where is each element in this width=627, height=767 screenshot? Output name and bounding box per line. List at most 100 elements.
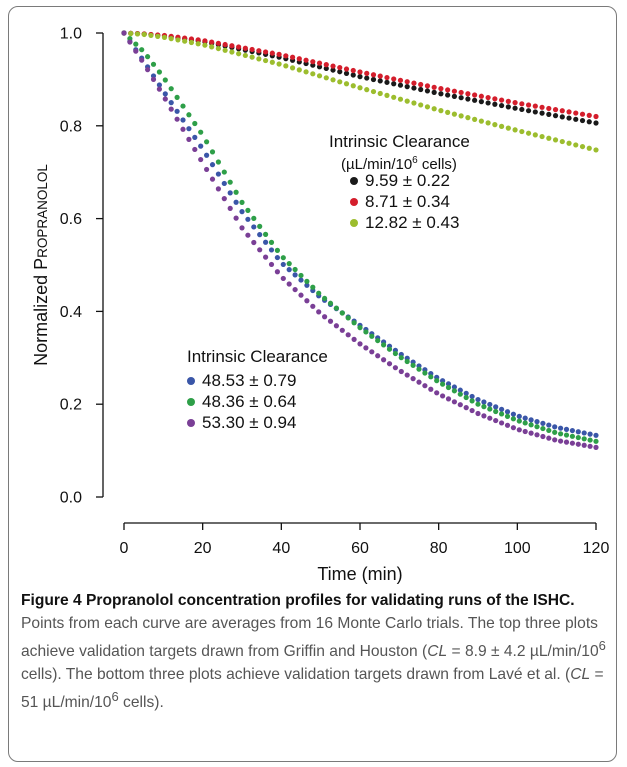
data-point <box>134 31 141 37</box>
data-point <box>451 88 457 94</box>
data-point <box>357 69 363 75</box>
data-point <box>263 254 269 260</box>
data-point <box>316 290 322 296</box>
y-tick-label: 1.0 <box>60 26 82 43</box>
data-point <box>539 133 545 140</box>
data-point <box>434 378 440 384</box>
data-point <box>180 117 186 123</box>
data-point <box>141 31 147 38</box>
legend-1-marker <box>350 198 358 206</box>
data-point <box>558 431 564 437</box>
data-point <box>337 64 343 71</box>
data-point <box>386 361 393 367</box>
data-point <box>504 413 511 419</box>
data-point <box>242 52 248 59</box>
data-point <box>192 146 198 153</box>
data-point <box>411 85 417 91</box>
data-point <box>215 171 221 177</box>
data-point <box>292 272 298 278</box>
data-point <box>323 62 329 68</box>
data-point <box>505 104 511 110</box>
data-point <box>586 112 592 118</box>
data-point <box>416 366 422 372</box>
data-point <box>327 318 334 324</box>
data-point <box>345 315 351 321</box>
data-point <box>333 323 339 329</box>
data-point <box>357 325 363 331</box>
data-point <box>233 199 239 205</box>
x-axis-title: Time (min) <box>317 564 402 584</box>
data-point <box>286 261 292 267</box>
data-point <box>198 129 204 135</box>
data-point <box>343 70 350 76</box>
data-point <box>558 438 564 444</box>
data-point <box>559 114 565 120</box>
x-tick-label: 120 <box>583 540 610 557</box>
data-point <box>510 425 516 431</box>
data-point <box>121 30 127 36</box>
data-point <box>174 94 180 100</box>
data-point <box>519 128 525 135</box>
data-point <box>481 413 487 419</box>
data-point <box>343 81 350 87</box>
data-point <box>499 420 505 426</box>
data-point <box>504 409 511 415</box>
data-point <box>499 123 505 129</box>
data-point <box>586 145 592 151</box>
data-point <box>573 110 579 116</box>
data-point <box>221 196 227 202</box>
data-point <box>465 96 471 102</box>
data-point <box>204 152 210 158</box>
data-point <box>155 33 161 39</box>
data-point <box>215 40 221 46</box>
data-point <box>245 232 251 238</box>
data-point <box>485 94 491 101</box>
y-axis-title: Normalized PROPRANOLOL <box>31 164 51 366</box>
caption-value-2: = 51 µL/min/10 <box>21 665 604 712</box>
data-point <box>404 372 410 378</box>
data-point <box>296 56 302 62</box>
data-point <box>546 111 552 117</box>
data-point <box>310 284 316 290</box>
y-tick-label: 0.2 <box>60 397 82 414</box>
caption-text-1: Points from each curve are averages from… <box>21 614 598 661</box>
data-point <box>276 61 282 67</box>
data-point <box>563 439 570 445</box>
data-point <box>245 216 251 222</box>
data-point <box>296 67 302 73</box>
data-point <box>525 108 532 114</box>
data-point <box>499 97 505 103</box>
data-point <box>534 419 540 425</box>
data-point <box>145 54 151 60</box>
caption-text-3: cells). <box>118 694 164 712</box>
data-point <box>310 59 316 65</box>
data-point <box>475 396 481 403</box>
data-point <box>532 109 538 115</box>
data-point <box>323 65 329 72</box>
data-point <box>168 106 174 112</box>
data-point <box>404 358 410 365</box>
data-point <box>451 384 457 390</box>
data-point <box>469 398 475 404</box>
data-point <box>249 54 255 60</box>
chart: 0.0 0.2 0.4 0.6 0.8 1.0 0 20 40 60 80 100 120 Time (m… <box>31 26 610 585</box>
data-point <box>516 418 522 424</box>
data-point <box>563 426 570 432</box>
data-point <box>457 391 463 397</box>
data-point <box>369 349 375 355</box>
data-point <box>350 67 356 74</box>
data-point <box>492 96 498 102</box>
data-point <box>257 247 263 253</box>
data-point <box>263 239 269 245</box>
data-point <box>242 45 248 51</box>
y-tick-label: 0.0 <box>60 490 82 507</box>
data-point <box>457 402 463 408</box>
data-point <box>512 100 518 106</box>
data-point <box>303 57 309 63</box>
data-point <box>186 136 192 142</box>
data-point <box>505 98 511 104</box>
data-point <box>339 310 345 316</box>
data-point <box>370 88 377 95</box>
data-point <box>540 420 546 426</box>
data-point <box>391 81 397 87</box>
